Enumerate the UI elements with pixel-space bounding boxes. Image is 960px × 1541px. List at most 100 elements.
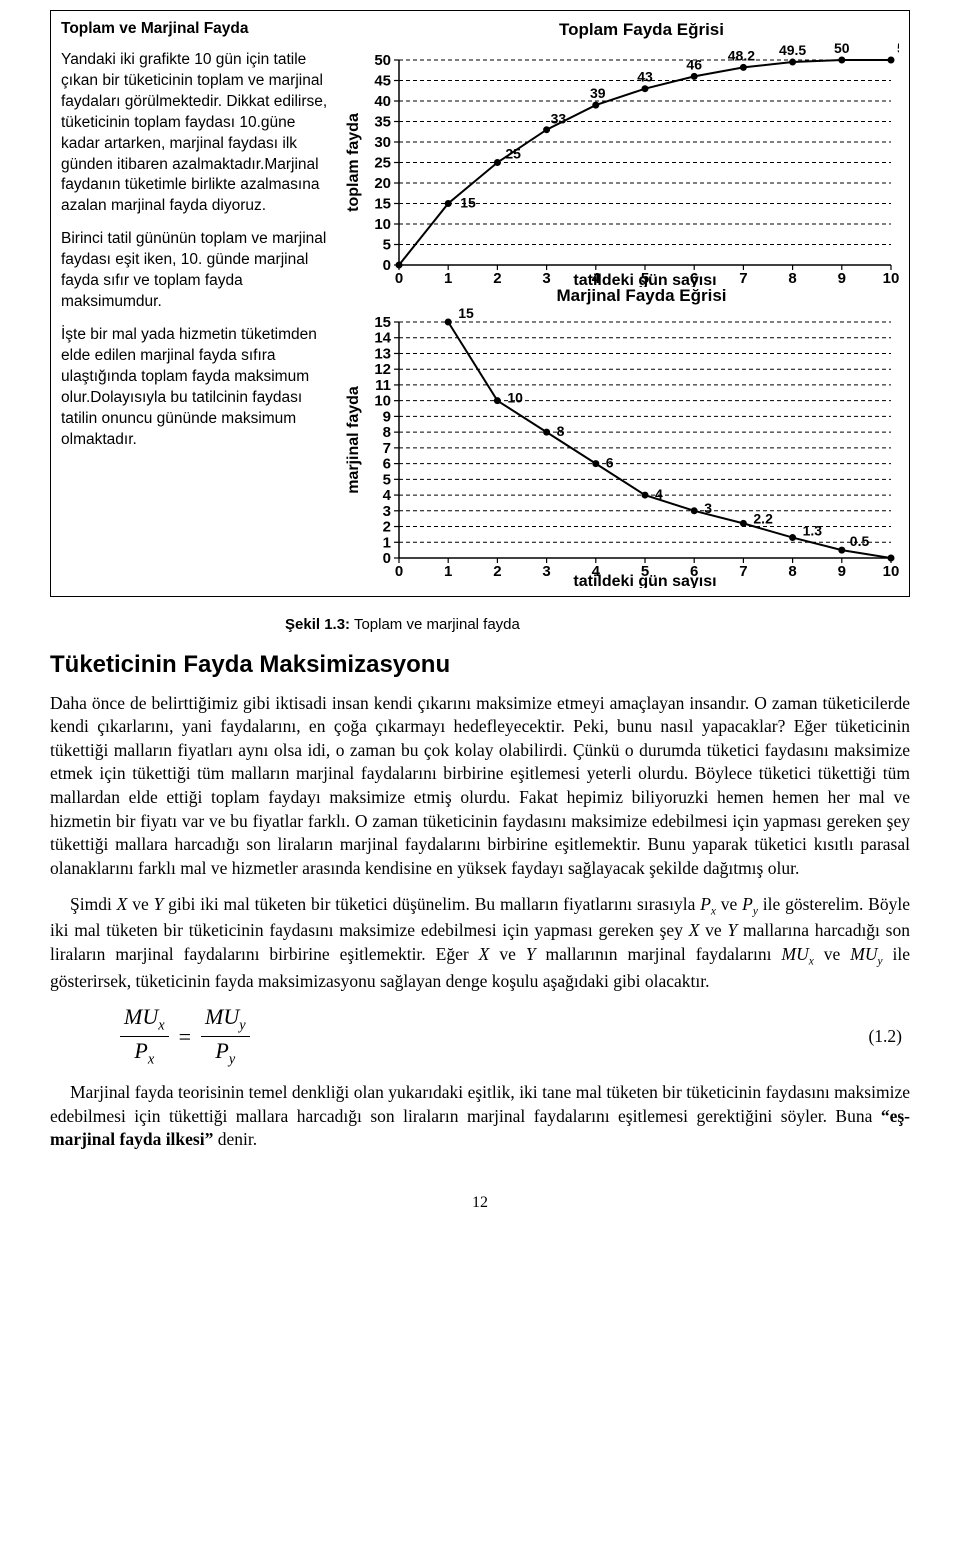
s: y (239, 1018, 245, 1034)
frac-right: MUy Py (201, 1005, 250, 1067)
svg-text:8: 8 (788, 270, 796, 287)
svg-text:50: 50 (897, 42, 899, 56)
t: ve (814, 944, 850, 964)
svg-text:2.2: 2.2 (753, 510, 773, 526)
figure-para-2: Birinci tatil gününün toplam ve marjinal… (61, 229, 334, 313)
svg-text:1: 1 (383, 534, 391, 551)
section-heading: Tüketicinin Fayda Maksimizasyonu (50, 649, 910, 681)
figure-para-3: İşte bir mal yada hizmetin tüketimden el… (61, 325, 334, 451)
charts-column: Toplam Fayda Eğrisi 01234567891005101520… (344, 19, 899, 588)
chart2-wrap: 0123456789100123456789101112131415151086… (344, 308, 899, 588)
n: MU (205, 1004, 239, 1029)
sym-mu: MU (782, 944, 809, 964)
svg-text:15: 15 (458, 308, 474, 321)
n: P (134, 1038, 147, 1063)
svg-text:8: 8 (788, 563, 796, 580)
n: MU (124, 1004, 158, 1029)
equals: = (179, 1022, 191, 1052)
sym-x: X (479, 944, 490, 964)
svg-text:13: 13 (374, 345, 391, 362)
svg-text:50: 50 (834, 42, 850, 56)
svg-text:9: 9 (838, 563, 846, 580)
svg-text:15: 15 (374, 195, 391, 212)
svg-text:3: 3 (383, 503, 391, 520)
caption-label: Şekil 1.3: (285, 616, 350, 633)
svg-text:49.5: 49.5 (779, 42, 806, 58)
body-para-3: Marjinal fayda teorisinin temel denkliği… (50, 1081, 910, 1152)
svg-text:14: 14 (374, 330, 391, 347)
t: mallarının marjinal faydalarını (536, 944, 782, 964)
svg-text:40: 40 (374, 93, 391, 110)
svg-text:0.5: 0.5 (850, 533, 870, 549)
bar (201, 1036, 250, 1037)
svg-text:10: 10 (507, 390, 523, 406)
t: Marjinal fayda teorisinin temel denkliği… (50, 1082, 910, 1126)
svg-text:2: 2 (493, 270, 501, 287)
t: ve (127, 894, 153, 914)
svg-text:10: 10 (883, 270, 899, 287)
svg-text:10: 10 (883, 563, 899, 580)
svg-text:3: 3 (542, 563, 550, 580)
svg-text:10: 10 (374, 393, 391, 410)
svg-text:5: 5 (383, 471, 391, 488)
svg-text:43: 43 (637, 69, 653, 85)
chart1-wrap: 0123456789100510152025303540455015253339… (344, 42, 899, 287)
s: y (229, 1051, 235, 1067)
svg-text:15: 15 (374, 314, 391, 331)
svg-text:4: 4 (655, 486, 663, 502)
svg-text:7: 7 (739, 563, 747, 580)
svg-text:10: 10 (374, 216, 391, 233)
total-utility-chart: 0123456789100510152025303540455015253339… (344, 42, 899, 287)
equation: MUx Px = MUy Py (120, 1005, 250, 1067)
svg-text:0: 0 (383, 550, 391, 567)
svg-text:3: 3 (542, 270, 550, 287)
n: P (215, 1038, 228, 1063)
figure-caption: Şekil 1.3: Toplam ve marjinal fayda (285, 615, 910, 635)
svg-text:1.3: 1.3 (803, 522, 823, 538)
s: x (148, 1051, 154, 1067)
svg-text:2: 2 (383, 518, 391, 535)
svg-text:45: 45 (374, 72, 391, 89)
chart1-title: Toplam Fayda Eğrisi (384, 19, 899, 42)
body-para-2: Şimdi X ve Y gibi iki mal tüketen bir tü… (50, 893, 910, 994)
sym-p: P (742, 894, 753, 914)
svg-text:48.2: 48.2 (728, 47, 755, 63)
t: denir. (213, 1129, 257, 1149)
svg-text:30: 30 (374, 134, 391, 151)
equation-row: MUx Px = MUy Py (1.2) (50, 1005, 910, 1067)
equation-number: (1.2) (868, 1025, 902, 1049)
svg-text:7: 7 (383, 440, 391, 457)
svg-text:3: 3 (704, 500, 712, 516)
svg-text:marjinal fayda: marjinal fayda (345, 386, 362, 494)
svg-text:46: 46 (686, 56, 702, 72)
sym-x: X (117, 894, 128, 914)
figure-para-1: Yandaki iki grafikte 10 gün için tatile … (61, 50, 334, 217)
figure-panel: Toplam ve Marjinal Fayda Yandaki iki gra… (50, 10, 910, 597)
svg-text:toplam fayda: toplam fayda (345, 113, 362, 212)
marginal-utility-chart: 0123456789100123456789101112131415151086… (344, 308, 899, 588)
chart2-title: Marjinal Fayda Eğrisi (384, 285, 899, 308)
svg-text:15: 15 (460, 194, 476, 210)
t: Şimdi (70, 894, 117, 914)
svg-text:25: 25 (374, 154, 391, 171)
svg-text:tatildeki gün sayısı: tatildeki gün sayısı (573, 272, 716, 287)
sym-y: Y (526, 944, 536, 964)
s: x (158, 1018, 164, 1034)
svg-text:9: 9 (838, 270, 846, 287)
svg-text:5: 5 (383, 236, 391, 253)
t: ve (716, 894, 742, 914)
t: gibi iki mal tüketen bir tüketici düşüne… (163, 894, 700, 914)
svg-text:50: 50 (374, 52, 391, 69)
svg-text:tatildeki gün sayısı: tatildeki gün sayısı (573, 573, 716, 588)
figure-side-title: Toplam ve Marjinal Fayda (61, 19, 334, 40)
svg-text:8: 8 (383, 424, 391, 441)
svg-text:0: 0 (395, 563, 403, 580)
svg-text:25: 25 (505, 145, 521, 161)
body-para-1: Daha önce de belirttiğimiz gibi iktisadi… (50, 692, 910, 881)
svg-text:20: 20 (374, 175, 391, 192)
bar (120, 1036, 169, 1037)
caption-text: Toplam ve marjinal fayda (350, 616, 520, 633)
page-number: 12 (50, 1192, 910, 1214)
sym-p: P (700, 894, 711, 914)
svg-text:8: 8 (557, 423, 565, 439)
